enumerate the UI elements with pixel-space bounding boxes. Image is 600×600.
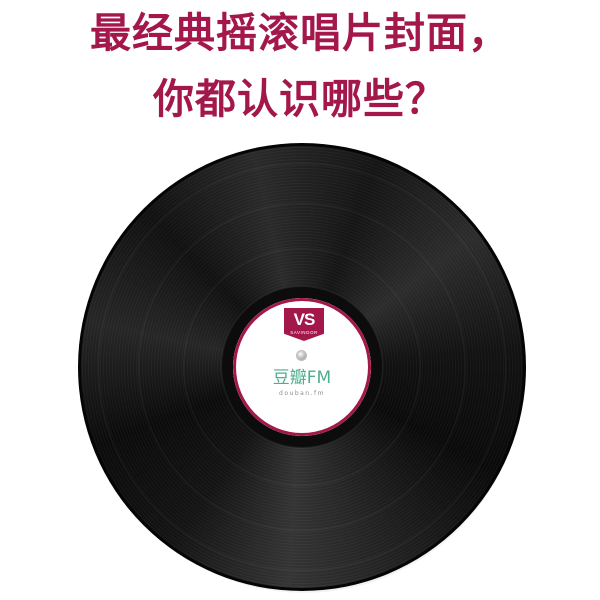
logo-mark: VS (293, 310, 316, 329)
groove-ring (183, 248, 421, 486)
headline-line-2: 你都认识哪些？ (153, 75, 447, 123)
spindle-hole-icon (297, 351, 306, 360)
brand-name: 豆瓣FM (272, 368, 332, 388)
logo-subtext: SAVINGOR (290, 330, 318, 335)
label-logo: VS SAVINGOR (284, 308, 324, 341)
groove-ring (138, 203, 466, 531)
groove-ring (98, 163, 506, 571)
brand-url: douban.fm (279, 390, 325, 397)
headline-line-1: 最经典摇滚唱片封面， (90, 9, 510, 57)
vinyl-record-illustration: VS SAVINGOR 豆瓣FM douban.fm (78, 143, 526, 593)
